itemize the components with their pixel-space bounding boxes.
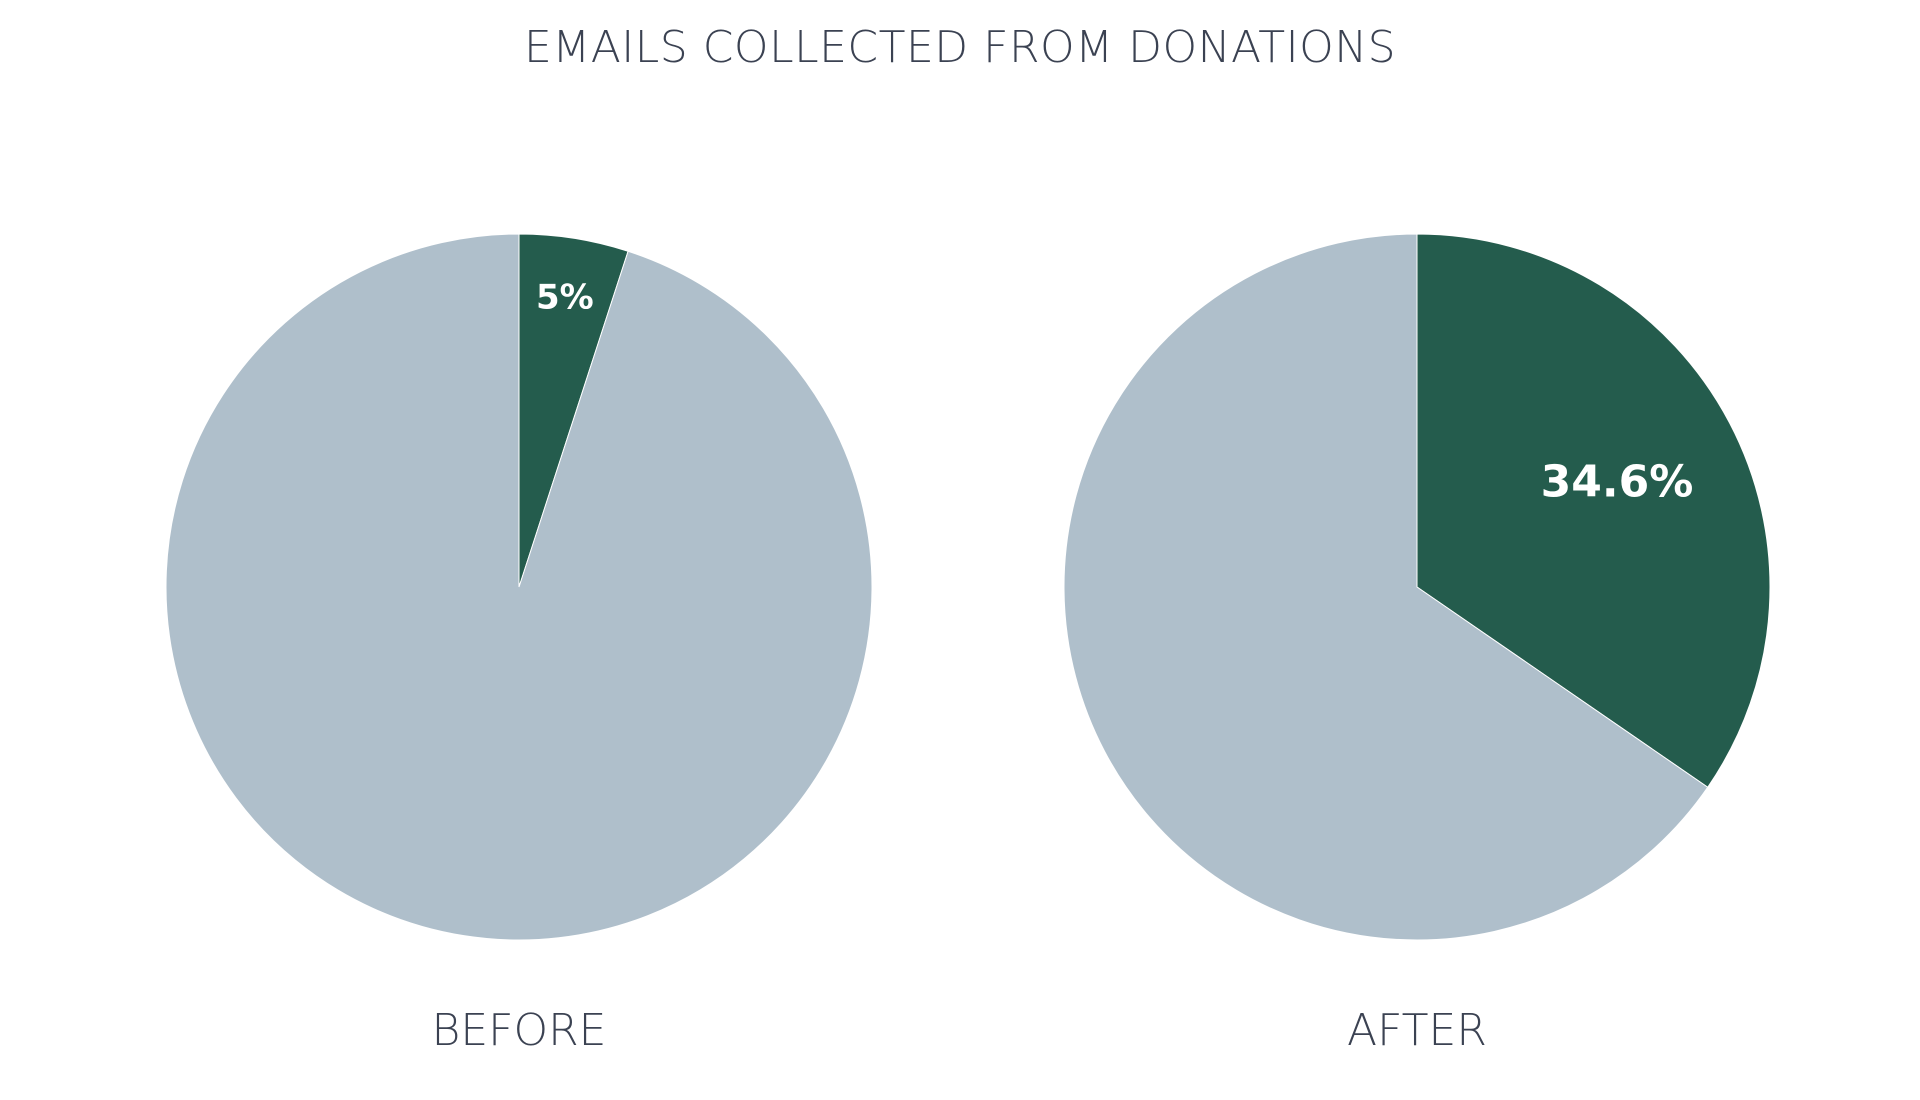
chart-title: EMAILS COLLECTED FROM DONATIONS bbox=[523, 22, 1397, 73]
slice-label-after: 34.6% bbox=[1541, 456, 1694, 507]
pie-caption-before: BEFORE bbox=[432, 1005, 607, 1056]
pie-slice-before-1 bbox=[165, 233, 873, 941]
pie-slice-after-0 bbox=[1416, 233, 1771, 788]
slice-label-before: 5% bbox=[536, 278, 594, 318]
pie-after: 34.6% AFTER bbox=[1063, 233, 1771, 1056]
pie-caption-after: AFTER bbox=[1347, 1005, 1487, 1056]
pie-before: 5% BEFORE bbox=[165, 233, 873, 1056]
pie-slice-after-1 bbox=[1063, 233, 1709, 941]
